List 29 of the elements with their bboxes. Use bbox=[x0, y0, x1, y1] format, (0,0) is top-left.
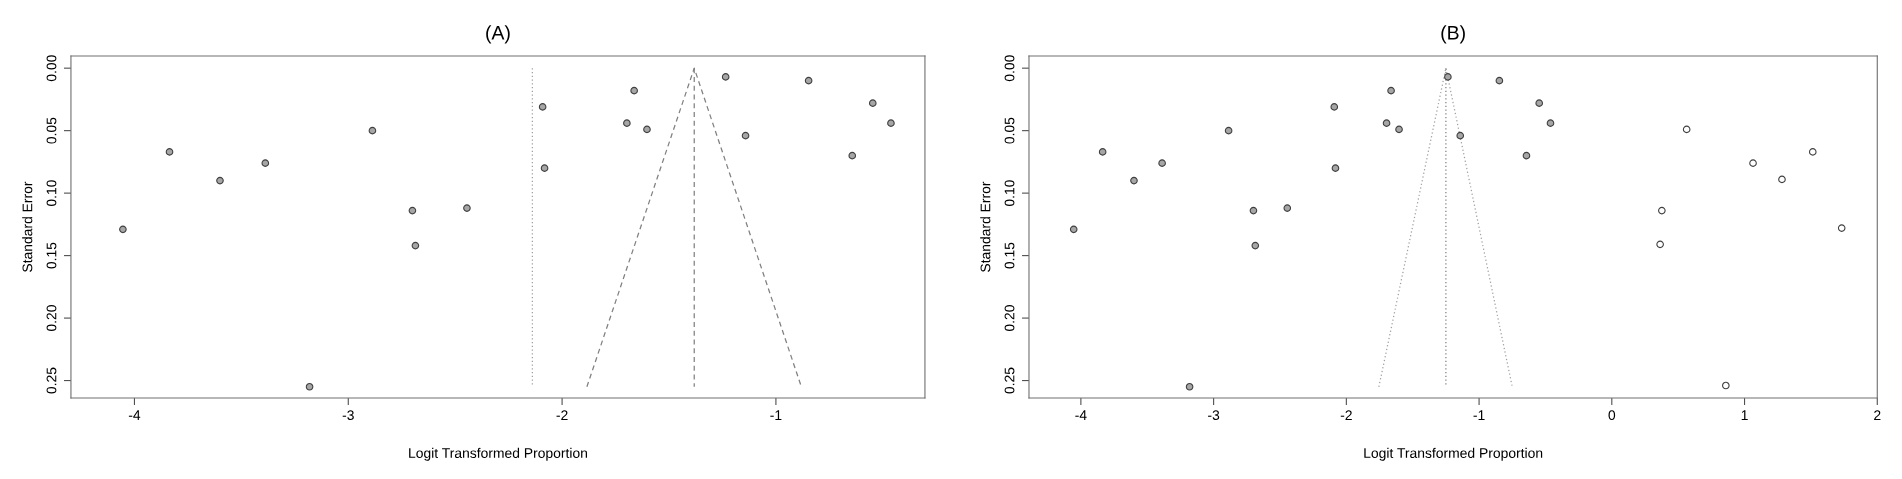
x-tick-label: 0 bbox=[1608, 410, 1616, 421]
y-tick-label: 0.20 bbox=[1004, 305, 1015, 332]
y-tick-label: 0.05 bbox=[1004, 117, 1015, 144]
x-tick-label: -4 bbox=[1075, 410, 1087, 420]
chart-title: (A) bbox=[486, 25, 510, 44]
y-tick-label: 0.10 bbox=[1004, 180, 1015, 207]
y-tick-label: 0.10 bbox=[46, 180, 57, 207]
chart-title: (B) bbox=[1441, 25, 1465, 44]
x-tick-label: -4 bbox=[128, 410, 141, 420]
x-tick-label: -3 bbox=[1208, 410, 1220, 421]
y-tick-label: 0.25 bbox=[1004, 367, 1015, 394]
y-axis-title: Standard Error bbox=[22, 181, 33, 272]
x-tick-label: 1 bbox=[1741, 410, 1748, 420]
y-tick-label: 0.05 bbox=[46, 117, 57, 144]
y-tick-label: 0.20 bbox=[46, 305, 57, 332]
x-tick-label: -1 bbox=[770, 410, 782, 420]
y-tick-label: 0.15 bbox=[46, 242, 57, 269]
x-tick-label: 2 bbox=[1874, 410, 1881, 420]
x-tick-label: -1 bbox=[1473, 410, 1485, 420]
y-axis-title: Standard Error bbox=[980, 181, 991, 272]
y-tick-label: 0.00 bbox=[1004, 55, 1015, 82]
y-tick-label: 0.25 bbox=[46, 367, 57, 394]
x-axis-title: Logit Transformed Proportion bbox=[409, 447, 587, 461]
x-tick-label: -2 bbox=[556, 410, 568, 420]
x-axis-title: Logit Transformed Proportion bbox=[1364, 447, 1543, 461]
x-tick-label: -3 bbox=[342, 410, 354, 421]
y-tick-label: 0.15 bbox=[1004, 242, 1015, 269]
y-tick-label: 0.00 bbox=[46, 55, 57, 82]
x-tick-label: -2 bbox=[1340, 410, 1352, 420]
